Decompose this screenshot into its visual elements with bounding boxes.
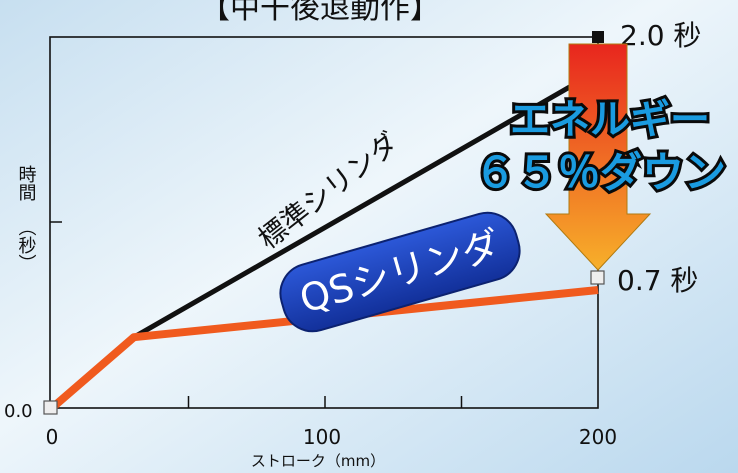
y-axis-label-bottom: （秒）	[16, 218, 37, 272]
x-tick-label-200: 200	[579, 425, 617, 449]
callout-line1: エネルギー	[510, 97, 710, 143]
x-tick-label-0: 0	[46, 425, 59, 449]
x-ticks	[187, 396, 463, 408]
reduction-arrow	[544, 43, 652, 271]
series-line-qs	[49, 286, 599, 412]
chart-title: 【中干後退動作】	[200, 0, 440, 26]
y-tick-label: 0.0	[4, 401, 33, 422]
callout-line2: ６５％ダウン	[474, 148, 726, 197]
marker-qs-end	[590, 270, 605, 285]
marker-standard-end	[592, 31, 604, 43]
qs-badge: QSシリンダ	[279, 211, 521, 333]
x-axis-label: ストローク（mm）	[251, 452, 385, 470]
y-axis-label-top: 時間	[16, 165, 37, 202]
x-tick-label-100: 100	[303, 425, 341, 449]
end-label-qs: 0.7 秒	[617, 264, 698, 297]
end-label-standard: 2.0 秒	[620, 19, 701, 52]
marker-origin	[43, 400, 58, 415]
